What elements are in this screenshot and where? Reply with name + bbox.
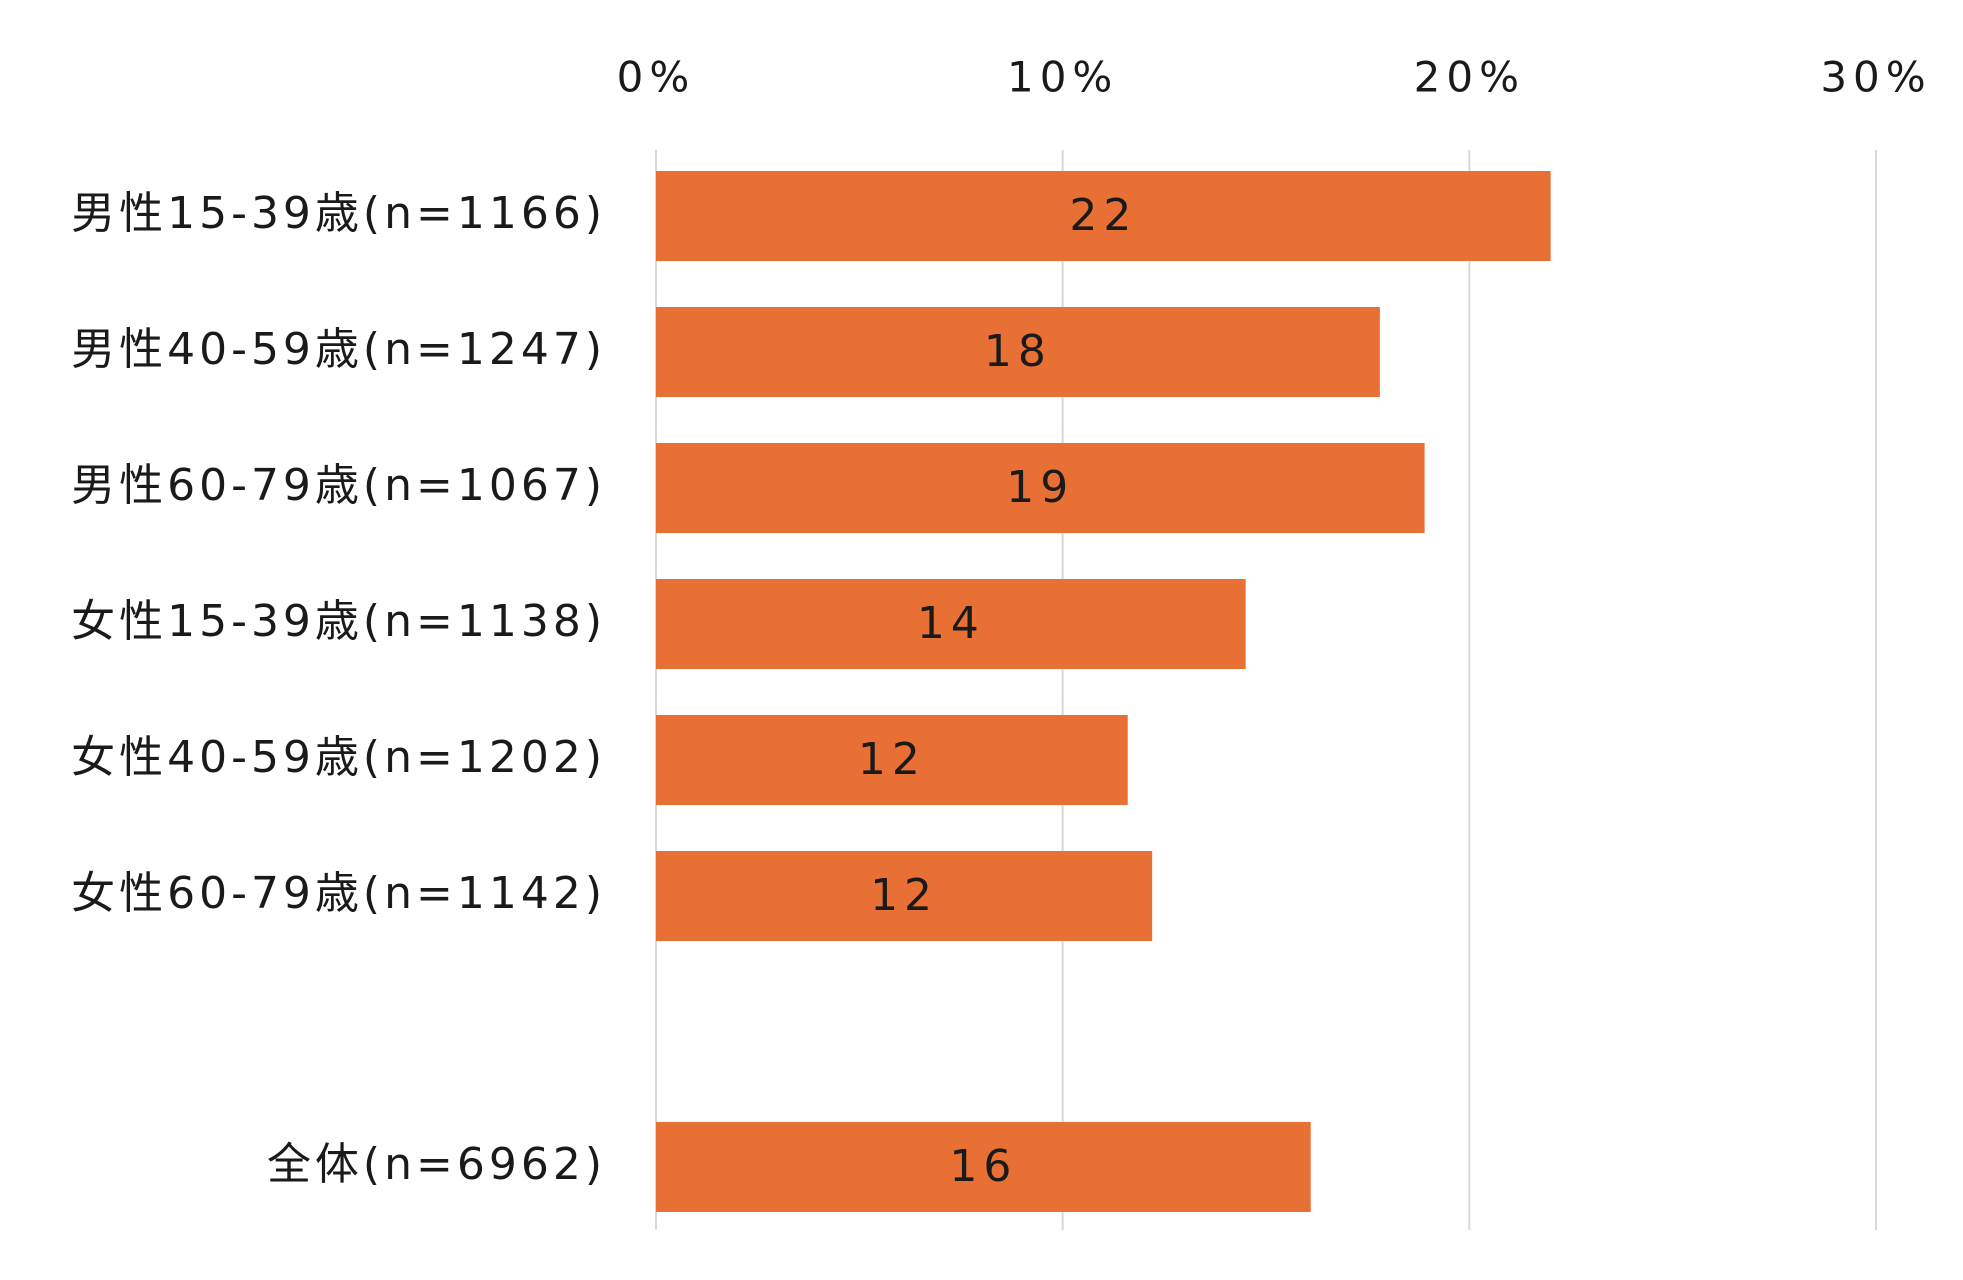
data-label: 18 bbox=[984, 326, 1052, 377]
bar bbox=[656, 851, 1153, 941]
category-label: 女性40-59歳(n=1202) bbox=[71, 732, 606, 783]
category-label: 男性60-79歳(n=1067) bbox=[71, 460, 606, 511]
category-labels: 男性15-39歳(n=1166) 男性40-59歳(n=1247) 男性60-79歳… bbox=[71, 188, 606, 1190]
category-label: 全体(n=6962) bbox=[267, 1139, 606, 1190]
data-label: 12 bbox=[858, 734, 926, 785]
category-label: 女性60-79歳(n=1142) bbox=[71, 868, 606, 919]
x-tick-label: 10% bbox=[1007, 53, 1118, 102]
bar bbox=[656, 171, 1551, 261]
x-tick-label: 30% bbox=[1820, 53, 1931, 102]
category-label: 男性40-59歳(n=1247) bbox=[71, 324, 606, 375]
bar bbox=[656, 579, 1246, 669]
bar bbox=[656, 443, 1425, 533]
bar bbox=[656, 1122, 1311, 1212]
data-label: 14 bbox=[917, 598, 985, 649]
category-label: 男性15-39歳(n=1166) bbox=[71, 188, 606, 239]
category-label: 女性15-39歳(n=1138) bbox=[71, 596, 606, 647]
bar bbox=[656, 715, 1128, 805]
x-tick-label: 0% bbox=[617, 53, 696, 102]
data-label: 19 bbox=[1006, 462, 1074, 513]
data-label: 12 bbox=[870, 870, 938, 921]
data-label: 22 bbox=[1069, 190, 1137, 241]
x-axis-tick-labels: 0% 10% 20% 30% bbox=[617, 53, 1931, 102]
data-label: 16 bbox=[949, 1141, 1017, 1192]
x-tick-label: 20% bbox=[1414, 53, 1525, 102]
data-labels: 22 18 19 14 12 12 16 bbox=[858, 190, 1137, 1192]
bars bbox=[656, 171, 1551, 1212]
bar bbox=[656, 307, 1380, 397]
